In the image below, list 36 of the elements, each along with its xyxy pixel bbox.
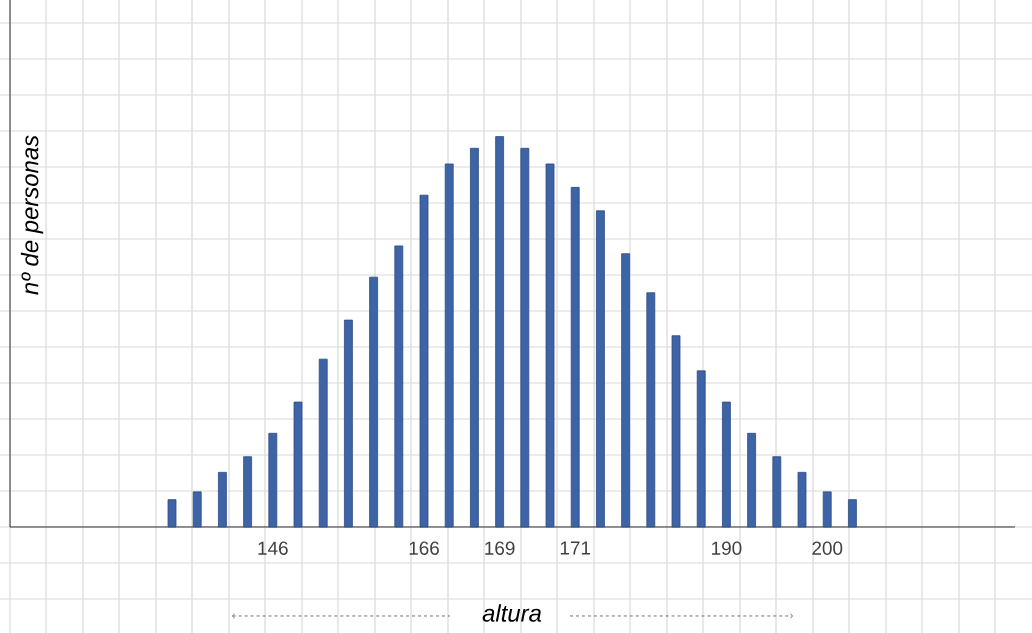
bar: [495, 136, 505, 528]
bar: [848, 499, 857, 528]
x-tick-label: 200: [812, 541, 843, 555]
bar: [822, 491, 832, 528]
x-tick-label: 169: [485, 541, 515, 555]
bar: [470, 147, 479, 528]
bar: [696, 370, 706, 528]
bar: [444, 163, 454, 528]
bar: [797, 471, 807, 528]
bar: [545, 163, 555, 528]
bar: [747, 432, 757, 528]
bar: [722, 401, 731, 528]
bar: [772, 456, 782, 528]
bar: [621, 253, 631, 528]
bar: [520, 147, 530, 528]
bar: [218, 471, 227, 528]
bar: [394, 245, 404, 528]
x-tick-label: 166: [409, 541, 439, 555]
bar: [243, 456, 253, 528]
x-tick-label: 146: [258, 541, 288, 555]
y-axis-title: nº de personas: [20, 135, 44, 295]
x-tick-label: 171: [560, 541, 591, 555]
bar: [293, 401, 303, 528]
bar: [167, 499, 177, 528]
bar: [344, 319, 353, 528]
bar: [192, 491, 202, 528]
bar: [671, 335, 681, 528]
x-tick-label: 190: [712, 541, 742, 555]
bar: [646, 292, 656, 528]
bar: [419, 194, 429, 528]
bar: [570, 186, 580, 528]
bar: [596, 210, 605, 528]
bar: [318, 358, 328, 528]
bar: [369, 276, 379, 528]
x-axis-title: altura: [482, 604, 542, 622]
bar: [268, 432, 278, 528]
